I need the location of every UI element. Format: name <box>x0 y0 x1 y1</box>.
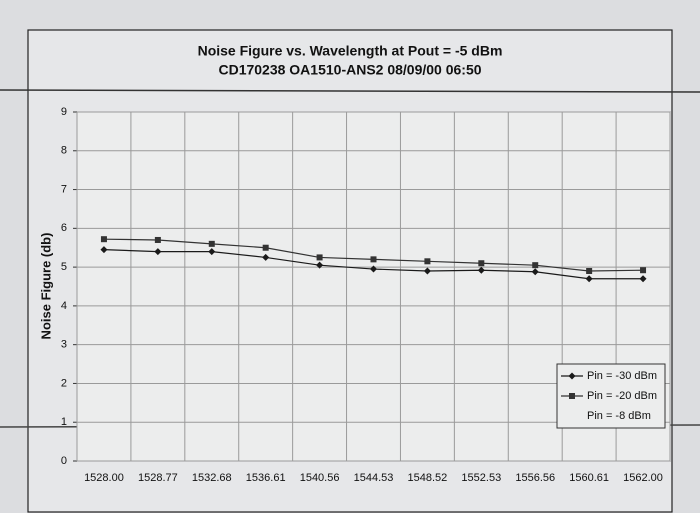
x-tick-label: 1544.53 <box>354 472 394 484</box>
marker <box>316 261 324 269</box>
x-tick-label: 1562.00 <box>623 472 663 484</box>
x-tick-label: 1552.53 <box>461 472 501 484</box>
separator-line <box>0 89 700 93</box>
y-tick-label: 0 <box>61 455 67 467</box>
marker <box>262 253 270 261</box>
marker <box>316 254 323 261</box>
legend-label: Pin = -30 dBm <box>587 370 657 382</box>
legend-marker <box>569 393 575 399</box>
y-tick-label: 5 <box>61 261 67 273</box>
marker <box>262 244 269 251</box>
marker <box>100 236 107 243</box>
legend-label: Pin = -20 dBm <box>587 390 657 402</box>
x-tick-label: 1560.61 <box>569 472 609 484</box>
y-tick-label: 2 <box>61 377 67 389</box>
marker <box>531 268 539 276</box>
y-tick-label: 3 <box>61 339 67 351</box>
y-tick-label: 7 <box>61 183 67 195</box>
x-tick-label: 1556.56 <box>515 472 555 484</box>
marker <box>640 267 647 274</box>
legend-marker <box>568 372 576 380</box>
y-tick-label: 1 <box>61 416 67 428</box>
chart-subtitle: CD170238 OA1510-ANS2 08/09/00 06:50 <box>218 62 481 78</box>
x-tick-label: 1540.56 <box>300 472 340 484</box>
marker <box>586 267 593 274</box>
chart-title: Noise Figure vs. Wavelength at Pout = -5… <box>198 43 503 59</box>
marker <box>478 260 485 267</box>
marker <box>154 236 161 243</box>
y-tick-label: 6 <box>61 222 67 234</box>
marker <box>370 265 377 273</box>
marker <box>532 262 539 269</box>
marker <box>423 267 431 275</box>
marker <box>208 240 215 247</box>
x-tick-label: 1536.61 <box>246 472 286 484</box>
legend-label: Pin = -8 dBm <box>587 410 651 422</box>
marker <box>477 266 485 274</box>
y-axis-label: Noise Figure (db) <box>38 233 53 340</box>
marker <box>424 258 431 265</box>
marker <box>370 256 377 263</box>
x-tick-label: 1532.68 <box>192 472 232 484</box>
marker <box>208 248 216 256</box>
marker <box>585 275 593 283</box>
marker <box>100 246 108 254</box>
x-tick-label: 1528.77 <box>138 472 178 484</box>
y-tick-label: 8 <box>61 145 67 157</box>
x-tick-label: 1548.52 <box>408 472 448 484</box>
y-tick-label: 4 <box>61 300 67 312</box>
marker <box>154 248 162 256</box>
y-tick-label: 9 <box>61 106 67 118</box>
x-tick-label: 1528.00 <box>84 472 124 484</box>
marker <box>639 275 647 283</box>
